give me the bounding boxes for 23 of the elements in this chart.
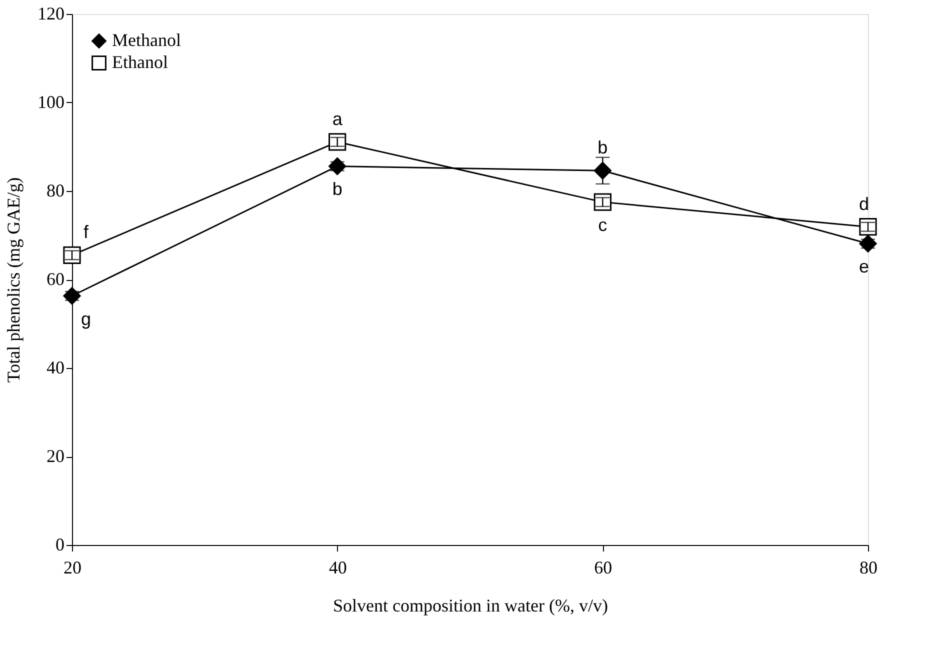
y-tick-label: 80 (46, 180, 64, 200)
y-tick-label: 20 (46, 446, 64, 466)
y-tick-label: 40 (46, 358, 64, 378)
y-tick-label: 120 (38, 4, 64, 24)
annotation: c (598, 215, 608, 236)
x-axis-title: Solvent composition in water (%, v/v) (333, 596, 608, 616)
y-tick-label: 100 (38, 92, 64, 112)
annotation: e (858, 256, 870, 277)
x-tick-label: 20 (64, 558, 82, 578)
x-tick-label: 60 (594, 558, 612, 578)
annotation: d (858, 194, 870, 214)
legend-label: Ethanol (112, 52, 168, 72)
legend-label: Methanol (112, 30, 181, 50)
annotation: f (83, 222, 90, 242)
annotation: b (332, 179, 342, 200)
x-tick-label: 80 (860, 558, 878, 578)
annotation: a (332, 108, 344, 129)
y-tick-label: 60 (46, 269, 64, 289)
y-axis-title: Total phenolics (mg GAE/g) (4, 177, 24, 383)
x-tick-label: 40 (328, 558, 347, 578)
y-tick-label: 0 (56, 534, 64, 554)
annotation: b (598, 138, 608, 158)
annotation: g (80, 308, 92, 329)
